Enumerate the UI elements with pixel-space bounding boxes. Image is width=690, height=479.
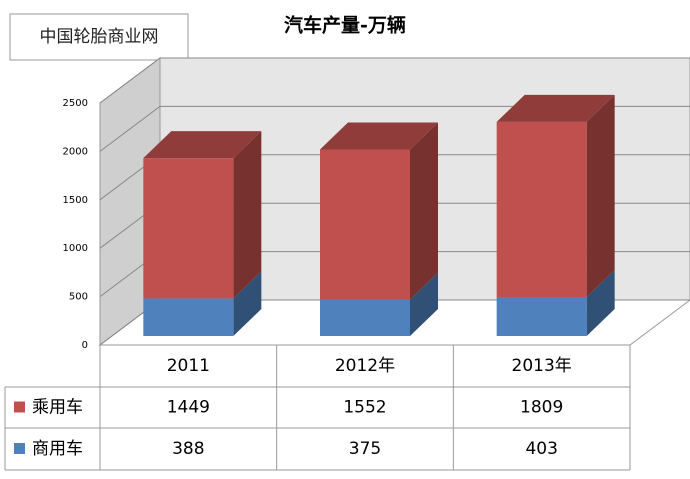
bar-segment — [320, 149, 410, 300]
bar-side — [410, 122, 438, 300]
legend-swatch — [14, 443, 25, 454]
bar-segment — [320, 299, 410, 336]
bar-side — [233, 131, 262, 299]
y-tick-label: 0 — [82, 340, 88, 351]
bar-segment — [143, 158, 234, 299]
legend-label: 乘用车 — [32, 398, 83, 418]
table-value: 1449 — [167, 398, 210, 418]
y-tick-label: 2000 — [63, 146, 88, 157]
category-label: 2011 — [167, 356, 210, 376]
bar-side — [586, 94, 615, 297]
legend-swatch — [14, 401, 25, 413]
category-label: 2012年 — [335, 356, 395, 376]
table-value: 375 — [349, 439, 381, 459]
legend-label: 商用车 — [32, 439, 83, 459]
chart-title: 汽车产量-万辆 — [284, 14, 406, 37]
bar-top — [496, 94, 615, 122]
bar-segment — [143, 298, 234, 336]
y-tick-label: 2500 — [63, 98, 88, 109]
bar-side — [586, 269, 615, 336]
bar-top — [143, 131, 262, 159]
grid-line — [99, 57, 690, 104]
bar-segment — [496, 121, 587, 297]
table-value: 1809 — [520, 398, 563, 418]
bar-segment — [496, 296, 587, 336]
bar-top — [320, 122, 438, 150]
table-value: 403 — [525, 439, 557, 459]
y-tick-label: 1500 — [63, 195, 88, 206]
category-label: 2013年 — [512, 356, 572, 376]
y-tick-label: 1000 — [63, 243, 88, 254]
y-tick-label: 500 — [69, 292, 88, 303]
table-value: 388 — [172, 439, 204, 459]
watermark-box — [9, 13, 189, 61]
bar-side — [410, 272, 438, 336]
table-value: 1552 — [343, 398, 386, 418]
bar-side — [233, 271, 262, 336]
watermark: 中国轮胎商业网 — [40, 27, 159, 47]
